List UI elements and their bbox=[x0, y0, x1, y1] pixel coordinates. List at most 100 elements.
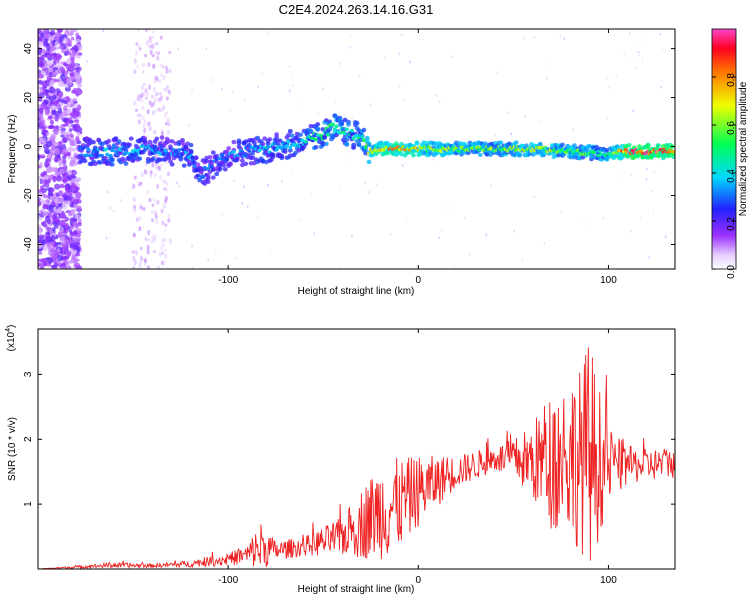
noise-speck bbox=[317, 112, 319, 115]
noise-speck bbox=[233, 179, 235, 183]
ridge-halo bbox=[619, 143, 625, 149]
y-tick-label: 0 bbox=[23, 143, 34, 149]
noise-speck bbox=[38, 234, 45, 239]
noise-speck bbox=[149, 44, 153, 48]
ridge-halo bbox=[298, 132, 303, 137]
ridge-core bbox=[218, 156, 223, 161]
ridge-halo bbox=[551, 150, 557, 156]
noise-speck bbox=[69, 174, 75, 179]
ridge-halo bbox=[572, 143, 577, 148]
noise-speck bbox=[143, 118, 147, 125]
ridge-core bbox=[163, 148, 168, 153]
noise-speck bbox=[485, 233, 488, 237]
noise-speck bbox=[38, 41, 43, 48]
noise-speck bbox=[160, 245, 164, 251]
noise-speck bbox=[144, 237, 148, 242]
noise-speck bbox=[69, 159, 75, 164]
noise-speck bbox=[376, 183, 378, 186]
ridge-core bbox=[338, 131, 342, 135]
noise-speck bbox=[67, 102, 72, 109]
noise-speck bbox=[55, 114, 60, 118]
ridge-halo bbox=[267, 137, 273, 142]
ridge-halo bbox=[106, 138, 112, 144]
noise-speck bbox=[64, 86, 71, 92]
ridge-halo bbox=[604, 157, 610, 162]
noise-speck bbox=[72, 171, 77, 175]
ridge-halo bbox=[103, 156, 108, 161]
ridge-halo bbox=[87, 137, 93, 143]
ridge-core bbox=[303, 140, 308, 144]
noise-speck bbox=[151, 43, 155, 50]
ridge-halo bbox=[217, 166, 223, 171]
noise-speck bbox=[142, 70, 145, 73]
noise-speck bbox=[52, 67, 59, 71]
noise-speck bbox=[154, 210, 158, 216]
noise-speck bbox=[432, 158, 435, 161]
noise-speck bbox=[148, 100, 152, 106]
ridge-halo bbox=[341, 126, 346, 131]
ridge-halo bbox=[193, 155, 199, 161]
noise-speck bbox=[154, 163, 158, 170]
noise-speck bbox=[156, 200, 160, 205]
noise-speck bbox=[143, 127, 147, 134]
noise-speck bbox=[163, 88, 167, 92]
noise-speck bbox=[205, 47, 208, 51]
noise-speck bbox=[72, 221, 79, 226]
y-tick-label: 3 bbox=[23, 371, 34, 377]
noise-speck bbox=[52, 110, 59, 116]
spectrogram-xlabel: Height of straight line (km) bbox=[298, 286, 415, 297]
ridge-core bbox=[360, 134, 365, 139]
noise-speck bbox=[67, 169, 73, 175]
ridge-halo bbox=[222, 167, 228, 172]
noise-speck bbox=[53, 32, 61, 37]
noise-speck bbox=[73, 97, 78, 102]
ridge-halo bbox=[315, 122, 321, 127]
ridge-halo bbox=[240, 158, 245, 163]
noise-speck bbox=[161, 251, 165, 256]
noise-speck bbox=[221, 87, 223, 91]
noise-speck bbox=[151, 54, 155, 58]
noise-speck bbox=[38, 37, 42, 42]
ridge-halo bbox=[594, 144, 600, 150]
noise-speck bbox=[60, 221, 64, 227]
noise-speck bbox=[572, 128, 574, 131]
noise-speck bbox=[167, 171, 170, 177]
noise-speck bbox=[244, 99, 246, 102]
noise-speck bbox=[75, 227, 82, 232]
noise-speck bbox=[269, 250, 271, 253]
noise-speck bbox=[56, 29, 64, 33]
ridge-halo bbox=[339, 121, 345, 126]
noise-speck bbox=[38, 155, 41, 159]
noise-speck bbox=[43, 194, 50, 199]
noise-speck bbox=[464, 216, 466, 220]
noise-speck bbox=[72, 230, 78, 236]
noise-speck bbox=[58, 44, 64, 50]
noise-speck bbox=[149, 170, 153, 175]
ridge-halo bbox=[260, 141, 266, 147]
noise-speck bbox=[140, 98, 144, 104]
ridge-core bbox=[514, 148, 519, 153]
noise-speck bbox=[45, 167, 52, 174]
noise-speck bbox=[163, 112, 167, 119]
ridge-core bbox=[284, 144, 289, 148]
noise-speck bbox=[310, 192, 312, 196]
ridge-halo bbox=[214, 153, 220, 159]
noise-speck bbox=[281, 180, 283, 183]
noise-speck bbox=[155, 42, 159, 46]
noise-speck bbox=[159, 63, 163, 68]
ridge-core bbox=[361, 138, 366, 142]
noise-speck bbox=[153, 109, 157, 113]
noise-speck bbox=[438, 100, 441, 104]
noise-speck bbox=[191, 266, 194, 269]
ridge-halo bbox=[252, 140, 257, 146]
noise-speck bbox=[583, 222, 585, 225]
ridge-halo bbox=[498, 140, 504, 145]
noise-speck bbox=[136, 64, 140, 69]
noise-speck bbox=[156, 55, 160, 62]
noise-speck bbox=[45, 150, 51, 155]
noise-speck bbox=[54, 36, 61, 42]
noise-speck bbox=[61, 242, 67, 249]
noise-speck bbox=[49, 196, 54, 201]
ridge-halo bbox=[274, 135, 279, 140]
noise-speck bbox=[136, 103, 138, 106]
